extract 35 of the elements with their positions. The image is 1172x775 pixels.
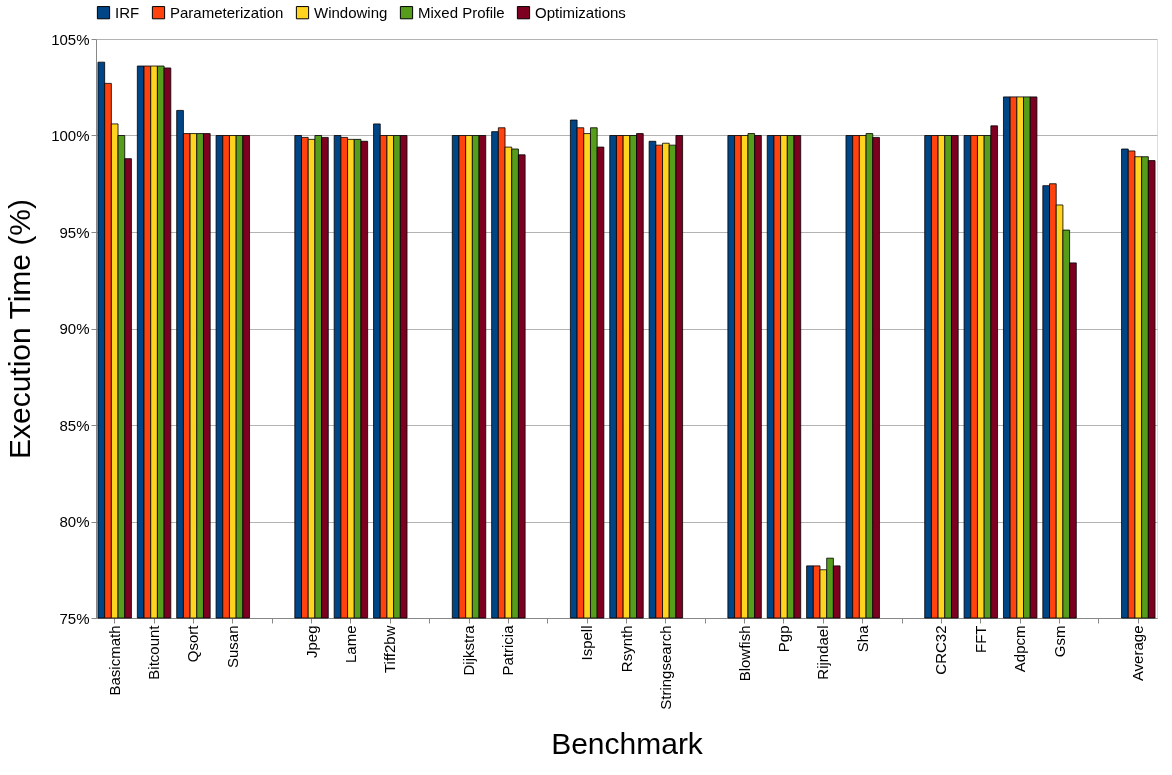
x-tick-label: Tiff2bw (381, 625, 399, 674)
x-tick-label: CRC32 (932, 625, 950, 675)
y-tick-label: 105% (51, 30, 90, 48)
y-tick-label: 95% (59, 223, 90, 241)
x-tick-label: Basicmath (105, 625, 123, 696)
y-tick-label: 85% (59, 416, 90, 434)
legend-label: Parameterization (170, 3, 284, 21)
x-tick-label: Average (1129, 625, 1147, 682)
x-tick-label: Sha (853, 624, 871, 653)
x-tick-label: Gsm (1050, 625, 1068, 658)
x-tick-label: Patricia (499, 624, 517, 676)
y-axis-title: Execution Time (%) (3, 198, 37, 460)
y-tick-label: 100% (51, 127, 90, 144)
x-tick-label: Ispell (578, 625, 596, 661)
x-tick-label: Pgp (774, 625, 792, 653)
x-tick-label: Adpcm (1011, 625, 1029, 673)
x-tick-label: Lame (341, 625, 359, 664)
legend-label: Windowing (314, 3, 388, 21)
x-tick-label: Dijkstra (460, 624, 478, 676)
y-tick-label: 80% (59, 513, 90, 530)
legend-label: Mixed Profile (418, 3, 505, 21)
x-tick-label: Qsort (184, 624, 202, 663)
y-tick-label: 90% (59, 320, 90, 337)
legend-label: IRF (115, 3, 140, 21)
x-tick-label: Rsynth (617, 625, 635, 673)
x-tick-label: Stringsearch (656, 625, 674, 710)
x-tick-label: Rijndael (814, 625, 832, 680)
legend-label: Optimizations (535, 3, 626, 21)
x-tick-label: Susan (223, 625, 241, 669)
y-tick-label: 75% (59, 609, 90, 627)
x-tick-label: FFT (971, 625, 989, 653)
x-tick-label: Jpeg (302, 625, 320, 659)
x-axis-title: Benchmark (551, 726, 704, 760)
x-tick-label: Blowfish (735, 625, 753, 682)
x-tick-label: Bitcount (145, 624, 163, 680)
